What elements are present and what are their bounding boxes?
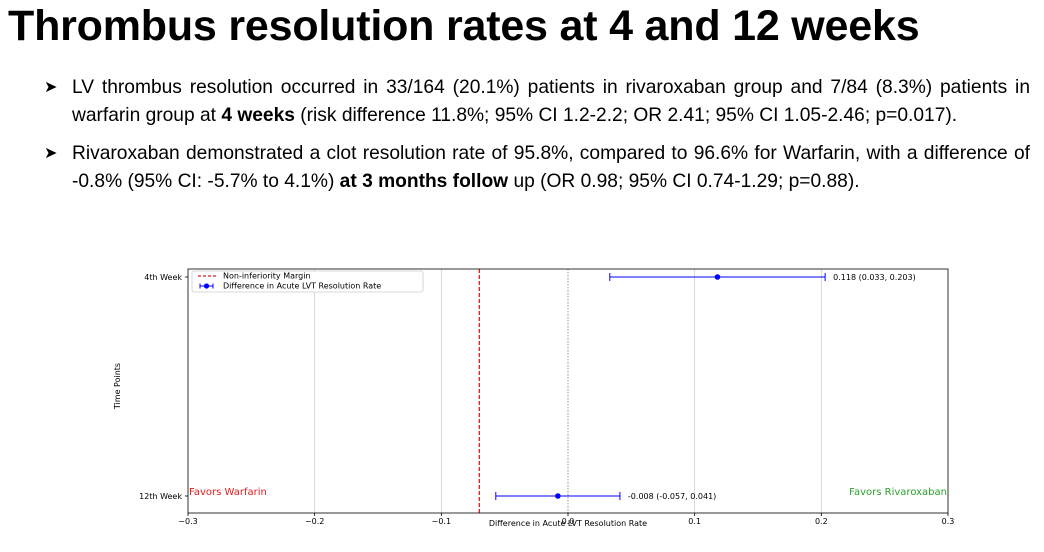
reference-lines: [478, 269, 569, 513]
point-estimate: [555, 493, 561, 499]
bullet-emphasis: 4 weeks: [221, 105, 295, 126]
x-tick-label: −0.3: [178, 517, 197, 526]
data-layer: 0.118 (0.033, 0.203) -0.008 (-0.057, 0.04…: [495, 273, 916, 501]
legend-box: [191, 270, 424, 293]
bullet-text: LV thrombus resolution occurred in 33/16…: [72, 77, 1030, 126]
bullet-list: ➤ LV thrombus resolution occurred in 33/…: [40, 74, 1030, 206]
x-tick-label: 0.0: [562, 517, 575, 526]
favors-rivaroxaban-label: Favors Rivaroxaban: [849, 487, 947, 498]
y-axis-label: Time Points: [113, 363, 122, 410]
bullet-emphasis: at 3 months follow: [339, 171, 509, 192]
data-label: 0.118 (0.033, 0.203): [833, 273, 916, 282]
bullet-text: up (OR 0.98; 95% CI 0.74-1.29; p=0.88).: [508, 171, 860, 192]
bullet-item: ➤ Rivaroxaban demonstrated a clot resolu…: [40, 140, 1030, 196]
slide-title: Thrombus resolution rates at 4 and 12 we…: [8, 2, 920, 50]
legend: Non-inferiority Margin Difference in Acu…: [191, 270, 424, 293]
legend-label: Non-inferiority Margin: [223, 272, 311, 281]
forest-plot: 0.118 (0.033, 0.203) -0.008 (-0.057, 0.04…: [100, 262, 960, 547]
x-tick-label: 0.2: [815, 517, 828, 526]
x-tick-label: −0.1: [432, 517, 451, 526]
bullet-text: (risk difference 11.8%; 95% CI 1.2-2.2; …: [294, 105, 958, 126]
x-tick-label: −0.2: [305, 517, 324, 526]
y-tick-label: 12th Week: [139, 492, 182, 501]
favors-warfarin-label: Favors Warfarin: [189, 487, 267, 498]
x-tick-label: 0.3: [942, 517, 955, 526]
legend-label: Difference in Acute LVT Resolution Rate: [223, 282, 381, 291]
x-tick-label: 0.1: [688, 517, 701, 526]
data-label: -0.008 (-0.057, 0.041): [628, 492, 716, 501]
x-axis-label: Difference in Acute LVT Resolution Rate: [489, 519, 647, 528]
point-estimate: [714, 274, 721, 280]
y-tick-label: 4th Week: [144, 273, 182, 282]
arrow-bullet-icon: ➤: [44, 145, 58, 162]
arrow-bullet-icon: ➤: [44, 79, 58, 96]
axis-layer: −0.3 −0.2 −0.1 0.0 0.1 0.2 0.3 4th Week 12th Wee…: [139, 273, 954, 526]
bullet-text: Rivaroxaban demonstrated a clot resoluti…: [72, 143, 1030, 192]
bullet-item: ➤ LV thrombus resolution occurred in 33/…: [40, 74, 1030, 130]
legend-point-swatch: [203, 283, 210, 289]
forest-plot-svg: 0.118 (0.033, 0.203) -0.008 (-0.057, 0.04…: [113, 268, 954, 528]
grid-layer: [314, 269, 822, 513]
